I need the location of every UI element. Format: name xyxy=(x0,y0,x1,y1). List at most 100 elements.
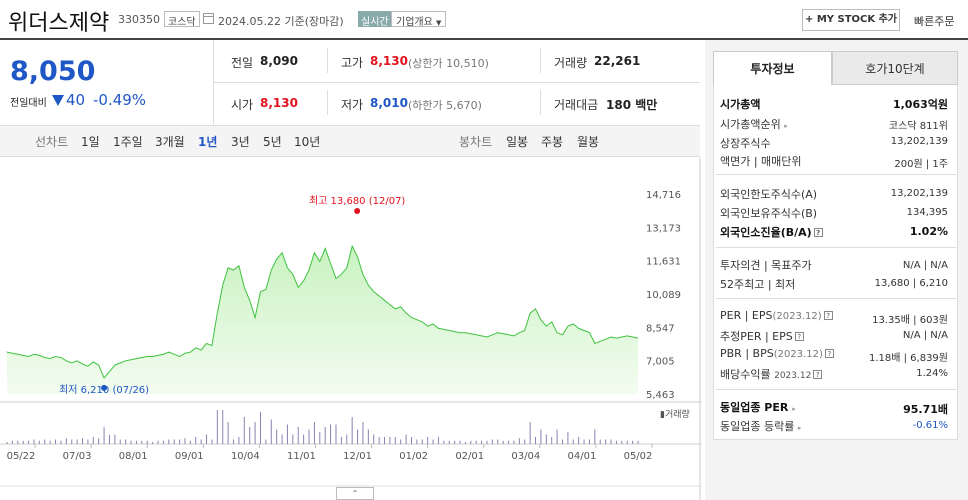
period-bar xyxy=(0,125,700,157)
candle-chart-label: 봉차트 xyxy=(459,135,493,149)
high-value: 8,130 xyxy=(370,54,408,68)
chevron-down-icon: ▼ xyxy=(436,19,442,27)
help-icon[interactable]: ? xyxy=(794,332,804,341)
per-value: 13.35배 | 603원 xyxy=(872,315,948,326)
tab-weekly[interactable]: 주봉 xyxy=(541,135,564,149)
dividend-label: 배당수익률 2023.12? xyxy=(720,366,823,382)
tab-daily[interactable]: 일봉 xyxy=(506,135,529,149)
divider xyxy=(327,90,328,115)
x-tick-label: 05/22 xyxy=(7,451,36,462)
divider xyxy=(327,48,328,73)
tab-1y[interactable]: 1년 xyxy=(198,135,218,149)
foreign-ratio-value: 1.02% xyxy=(909,225,948,238)
y-tick-label: 5,463 xyxy=(646,390,675,401)
invest-info-box xyxy=(713,85,958,440)
header-divider xyxy=(0,38,968,40)
low-label: 최저 6,210 (07/26) xyxy=(59,384,149,396)
price-line xyxy=(6,244,639,379)
y-tick-label: 13,173 xyxy=(646,223,681,234)
stock-code: 330350 xyxy=(118,13,160,26)
volume-label: ▮거래량 xyxy=(660,408,690,420)
quick-order-link[interactable]: 빠른주문 xyxy=(914,15,955,28)
high-label: 고가 xyxy=(341,56,364,70)
tab-3m[interactable]: 3개월 xyxy=(155,135,185,149)
divider xyxy=(716,174,956,175)
current-price: 8,050 xyxy=(10,56,96,87)
change-value: 40 xyxy=(66,91,86,109)
sector-per-label[interactable]: 동일업종 PER ▸ xyxy=(720,401,796,414)
x-tick-label: 02/01 xyxy=(455,451,484,462)
x-tick-label: 03/04 xyxy=(511,451,540,462)
x-tick-label: 08/01 xyxy=(119,451,148,462)
shares-value: 13,202,139 xyxy=(890,136,948,147)
y-tick-label: 10,089 xyxy=(646,290,681,301)
sector-per-value: 95.71배 xyxy=(903,403,948,416)
tab-5y[interactable]: 5년 xyxy=(263,135,282,149)
amount-value: 180 백만 xyxy=(606,98,658,112)
dividend-value: 1.24% xyxy=(916,368,948,379)
add-my-stock-button[interactable]: + MY STOCK 추가 xyxy=(802,9,900,31)
divider xyxy=(716,389,956,390)
line-chart-label: 선차트 xyxy=(35,135,69,149)
chevron-right-icon: ▸ xyxy=(784,122,788,130)
face-label: 액면가 | 매매단위 xyxy=(720,155,802,168)
stock-name: 위더스제약 xyxy=(8,11,110,36)
tab-10y[interactable]: 10년 xyxy=(294,135,321,149)
eper-label: 추정PER | EPS? xyxy=(720,328,804,344)
quote-date: 2024.05.22 기준(장마감) xyxy=(218,15,344,28)
price-chart[interactable]: 14,716 13,173 11,631 10,089 8,547 7,005 5,463 최… xyxy=(0,158,702,500)
foreign-limit-value: 13,202,139 xyxy=(890,188,948,199)
foreign-limit-label: 외국인한도주식수(A) xyxy=(720,188,818,201)
w52-label: 52주최고 | 최저 xyxy=(720,278,796,291)
help-icon[interactable]: ? xyxy=(823,311,833,320)
low-label: 저가 xyxy=(341,98,364,112)
upper-limit: (상한가 10,510) xyxy=(408,57,489,70)
company-overview-dropdown[interactable]: 기업개요 ▼ xyxy=(391,11,447,28)
help-icon[interactable]: ? xyxy=(813,228,823,237)
change-percent: -0.49% xyxy=(93,91,147,109)
realtime-button[interactable]: 실시간 xyxy=(358,11,392,28)
tab-monthly[interactable]: 월봉 xyxy=(577,135,600,149)
per-label: PER | EPS(2023.12)? xyxy=(720,309,833,322)
x-tick-label: 04/01 xyxy=(567,451,596,462)
market-cap-label: 시가총액 xyxy=(720,98,761,111)
x-tick-label: 12/01 xyxy=(343,451,372,462)
tab-3y[interactable]: 3년 xyxy=(231,135,250,149)
foreign-hold-value: 134,395 xyxy=(906,207,948,218)
collapse-chart-button[interactable]: ⌃ xyxy=(336,487,374,500)
face-value: 200원 | 1주 xyxy=(894,159,948,170)
help-icon[interactable]: ? xyxy=(813,370,823,379)
change-label: 전일대비 xyxy=(10,98,47,109)
help-icon[interactable]: ? xyxy=(824,349,834,358)
shares-label: 상장주식수 xyxy=(720,137,771,150)
open-value: 8,130 xyxy=(260,96,298,110)
chevron-right-icon: ▸ xyxy=(797,424,802,432)
y-tick-label: 14,716 xyxy=(646,190,681,201)
divider xyxy=(716,298,956,299)
y-tick-label: 8,547 xyxy=(646,323,675,334)
tab-1w[interactable]: 1주일 xyxy=(113,135,143,149)
sector-change-label[interactable]: 동일업종 등락률 ▸ xyxy=(720,420,802,433)
tab-1d[interactable]: 1일 xyxy=(81,135,100,149)
foreign-ratio-label: 외국인소진율(B/A)? xyxy=(720,224,823,240)
divider xyxy=(540,90,541,115)
chevron-up-icon: ⌃ xyxy=(351,489,359,498)
high-marker xyxy=(354,208,361,214)
x-tick-label: 11/01 xyxy=(287,451,316,462)
x-tick-label: 10/04 xyxy=(231,451,260,462)
y-tick-label: 7,005 xyxy=(646,357,675,368)
sector-change-value: -0.61% xyxy=(912,420,948,431)
eper-value: N/A | N/A xyxy=(902,330,948,341)
prev-value: 8,090 xyxy=(260,54,298,68)
pbr-label: PBR | BPS(2023.12)? xyxy=(720,347,834,360)
x-tick-label: 05/02 xyxy=(624,451,653,462)
x-tick-label: 07/03 xyxy=(63,451,92,462)
low-value: 8,010 xyxy=(370,96,408,110)
high-label: 최고 13,680 (12/07) xyxy=(309,195,405,207)
x-tick-label: 09/01 xyxy=(175,451,204,462)
rank-label[interactable]: 시가총액순위 ▸ xyxy=(720,118,788,131)
open-label: 시가 xyxy=(231,98,254,112)
divider xyxy=(716,247,956,248)
tab-hoga[interactable]: 호가10단계 xyxy=(832,51,958,85)
tab-invest-info[interactable]: 투자정보 xyxy=(713,51,832,85)
